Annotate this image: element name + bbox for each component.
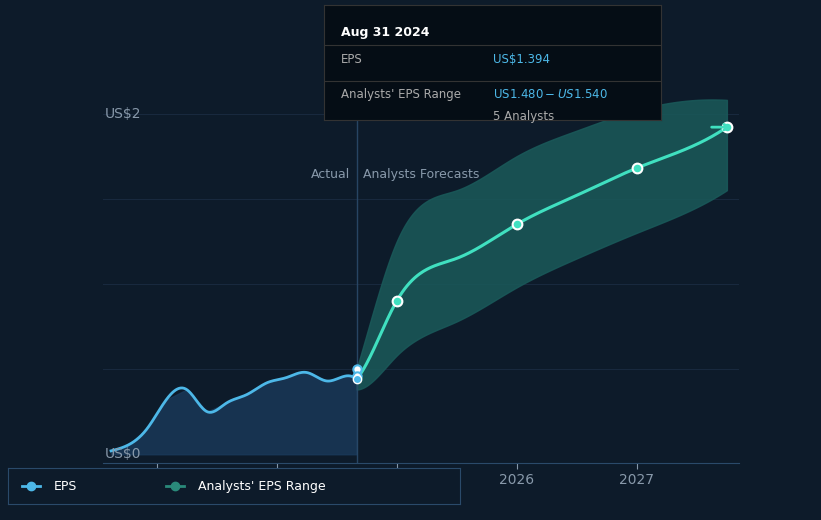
Text: US$0: US$0 <box>105 447 141 461</box>
Text: Analysts Forecasts: Analysts Forecasts <box>363 168 479 181</box>
Text: US$1.394: US$1.394 <box>493 53 549 66</box>
Text: Actual: Actual <box>311 168 351 181</box>
Text: US$1.480 - US$1.540: US$1.480 - US$1.540 <box>493 87 608 100</box>
Text: US$2: US$2 <box>105 107 141 121</box>
Text: EPS: EPS <box>342 53 363 66</box>
Text: 5 Analysts: 5 Analysts <box>493 110 554 123</box>
Text: Analysts' EPS Range: Analysts' EPS Range <box>198 479 325 493</box>
Text: Analysts' EPS Range: Analysts' EPS Range <box>342 87 461 100</box>
Text: EPS: EPS <box>53 479 76 493</box>
Text: Aug 31 2024: Aug 31 2024 <box>342 26 429 39</box>
